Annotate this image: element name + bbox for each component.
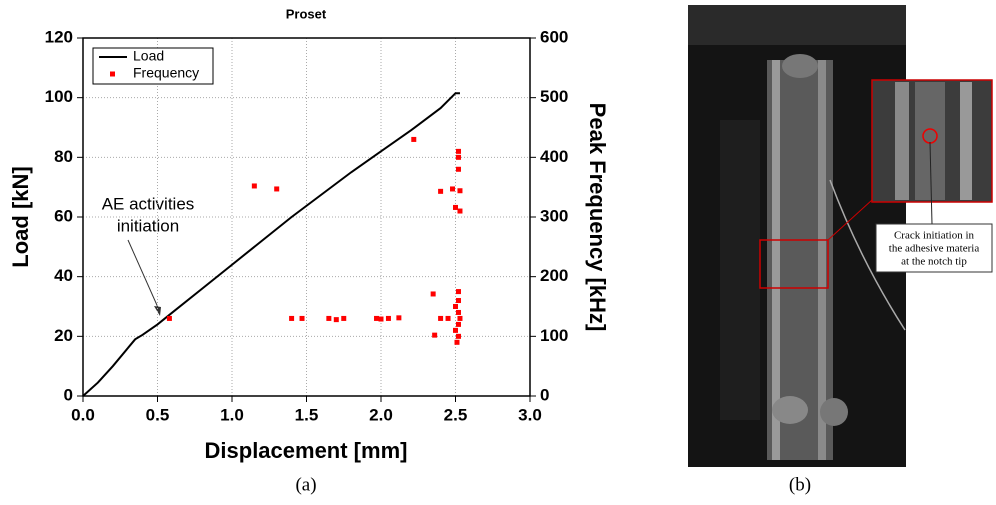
frequency-point	[455, 166, 461, 172]
plot-frame	[82, 37, 531, 397]
frequency-point	[251, 183, 257, 189]
x-tick-label: 2.5	[444, 405, 468, 424]
frequency-point	[457, 188, 463, 194]
photo-label: Crack initiation in	[894, 230, 975, 242]
y2-tick-label: 500	[540, 87, 568, 106]
x-tick-label: 0.0	[71, 405, 95, 424]
frequency-point	[438, 188, 444, 194]
frequency-point	[411, 136, 417, 142]
frequency-point	[455, 333, 461, 339]
frequency-point	[385, 315, 391, 321]
frequency-point	[453, 304, 458, 309]
legend-label: Load	[133, 48, 164, 64]
frequency-point	[455, 154, 461, 160]
y-tick-label: 0	[64, 385, 73, 404]
photo-label: the adhesive materia	[889, 243, 980, 255]
annotation: initiation	[117, 216, 179, 235]
x-tick-label: 1.0	[220, 405, 244, 424]
frequency-point	[396, 315, 402, 321]
y-tick-label: 40	[54, 266, 73, 285]
x-tick-label: 3.0	[518, 405, 542, 424]
frequency-point	[455, 148, 461, 154]
y2-axis-label: Peak Frequency [kHz]	[585, 103, 610, 332]
y-tick-label: 80	[54, 147, 73, 166]
frequency-point	[438, 315, 444, 321]
frequency-point	[457, 208, 463, 214]
photo-label: at the notch tip	[901, 256, 967, 268]
frequency-point	[289, 315, 295, 321]
x-axis-label: Displacement [mm]	[205, 438, 408, 463]
legend-swatch	[110, 71, 115, 77]
frequency-point	[454, 339, 460, 345]
frequency-point	[453, 204, 458, 210]
x-tick-label: 0.5	[146, 405, 170, 424]
annotation-arrow	[127, 239, 161, 313]
frequency-point	[450, 186, 456, 192]
frequency-point	[430, 291, 436, 297]
frequency-point	[453, 327, 458, 333]
y-tick-label: 120	[45, 27, 73, 46]
photo	[688, 5, 993, 467]
frequency-point	[455, 298, 461, 304]
caption: (a)	[295, 474, 316, 495]
frequency-point	[455, 321, 461, 327]
x-tick-label: 2.0	[369, 405, 393, 424]
load-line	[82, 92, 460, 397]
frequency-point	[299, 315, 305, 321]
frequency-point	[374, 315, 380, 321]
frequency-point	[455, 309, 461, 315]
frequency-point	[333, 317, 339, 323]
y-tick-label: 20	[54, 326, 73, 345]
frequency-point	[341, 315, 347, 321]
chart-title: Proset	[286, 6, 327, 21]
frequency-point	[274, 186, 280, 192]
legend-box	[92, 47, 214, 85]
frequency-point	[378, 316, 384, 322]
y2-tick-label: 300	[540, 206, 568, 225]
annotation: AE activities	[102, 194, 195, 213]
frequency-point	[166, 315, 172, 321]
frequency-point	[432, 332, 438, 338]
frequency-point	[445, 315, 451, 321]
y-axis-label: Load [kN]	[8, 166, 33, 267]
y2-tick-label: 0	[540, 385, 549, 404]
y2-tick-label: 400	[540, 147, 568, 166]
legend-label: Frequency	[133, 65, 199, 81]
x-tick-label: 1.5	[295, 405, 319, 424]
y2-tick-label: 100	[540, 326, 568, 345]
frequency-point	[455, 289, 461, 295]
y-tick-label: 60	[54, 206, 73, 225]
y2-tick-label: 200	[540, 266, 568, 285]
y-tick-label: 100	[45, 87, 73, 106]
frequency-point	[326, 315, 332, 321]
frequency-point	[457, 315, 463, 321]
caption: (b)	[789, 474, 811, 495]
y2-tick-label: 600	[540, 27, 568, 46]
